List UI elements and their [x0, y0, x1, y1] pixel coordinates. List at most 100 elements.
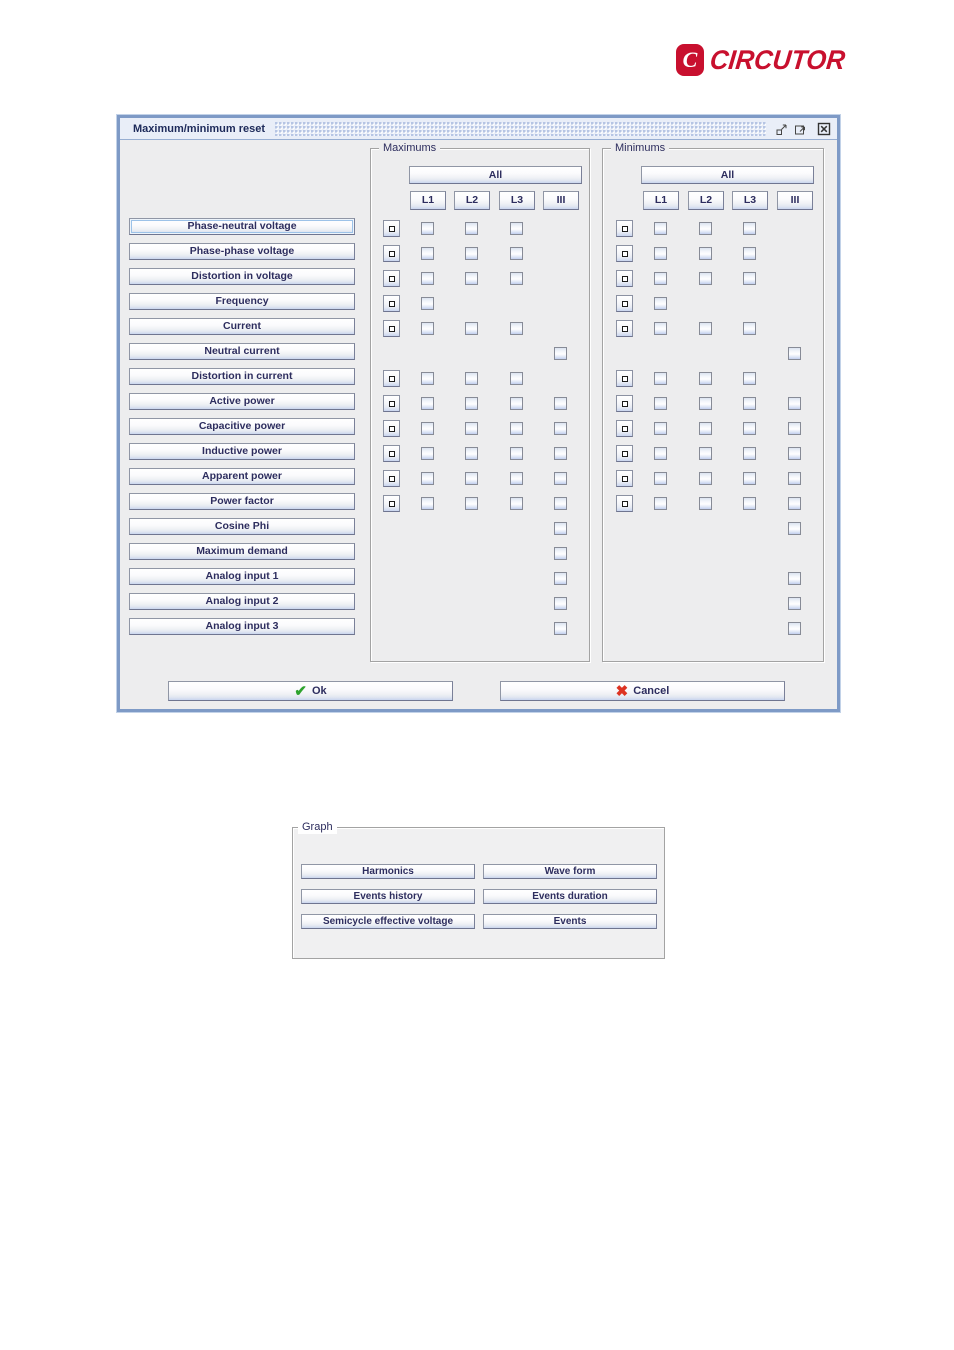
maximums-checkbox-l2-inductive-power[interactable] [465, 447, 478, 460]
maximums-reset-button-power-factor[interactable] [383, 495, 400, 512]
maximums-col-l2-button[interactable]: L2 [454, 191, 490, 210]
minimums-checkbox-iii-capacitive-power[interactable] [788, 422, 801, 435]
minimums-checkbox-iii-apparent-power[interactable] [788, 472, 801, 485]
maximums-reset-button-frequency[interactable] [383, 295, 400, 312]
param-button-analog-input-2[interactable]: Analog input 2 [129, 593, 355, 610]
maximums-checkbox-l1-phase-phase-voltage[interactable] [421, 247, 434, 260]
minimums-col-l3-button[interactable]: L3 [732, 191, 768, 210]
minimums-checkbox-iii-inductive-power[interactable] [788, 447, 801, 460]
maximums-reset-button-active-power[interactable] [383, 395, 400, 412]
maximums-all-button[interactable]: All [409, 166, 582, 184]
maximums-checkbox-l1-distortion-in-current[interactable] [421, 372, 434, 385]
param-button-phase-phase-voltage[interactable]: Phase-phase voltage [129, 243, 355, 260]
graph-button-wave-form[interactable]: Wave form [483, 864, 657, 879]
maximums-checkbox-l3-capacitive-power[interactable] [510, 422, 523, 435]
param-button-cosine-phi[interactable]: Cosine Phi [129, 518, 355, 535]
minimums-checkbox-iii-analog-input-3[interactable] [788, 622, 801, 635]
minimums-checkbox-l1-apparent-power[interactable] [654, 472, 667, 485]
minimums-checkbox-l1-inductive-power[interactable] [654, 447, 667, 460]
maximums-checkbox-iii-analog-input-2[interactable] [554, 597, 567, 610]
minimums-checkbox-iii-power-factor[interactable] [788, 497, 801, 510]
maximums-checkbox-l2-current[interactable] [465, 322, 478, 335]
param-button-apparent-power[interactable]: Apparent power [129, 468, 355, 485]
maximums-checkbox-l3-phase-phase-voltage[interactable] [510, 247, 523, 260]
minimums-reset-button-active-power[interactable] [616, 395, 633, 412]
dialog-titlebar[interactable]: Maximum/minimum reset [120, 118, 837, 140]
minimums-checkbox-l3-capacitive-power[interactable] [743, 422, 756, 435]
minimums-checkbox-l3-current[interactable] [743, 322, 756, 335]
minimums-col-l1-button[interactable]: L1 [643, 191, 679, 210]
maximums-checkbox-l2-phase-phase-voltage[interactable] [465, 247, 478, 260]
graph-button-events[interactable]: Events [483, 914, 657, 929]
maximums-col-iii-button[interactable]: III [543, 191, 579, 210]
minimums-checkbox-l3-phase-phase-voltage[interactable] [743, 247, 756, 260]
maximums-checkbox-l2-distortion-in-voltage[interactable] [465, 272, 478, 285]
minimums-checkbox-l2-inductive-power[interactable] [699, 447, 712, 460]
minimums-checkbox-l2-active-power[interactable] [699, 397, 712, 410]
maximums-checkbox-l3-active-power[interactable] [510, 397, 523, 410]
maximums-checkbox-l3-distortion-in-voltage[interactable] [510, 272, 523, 285]
maximums-checkbox-iii-cosine-phi[interactable] [554, 522, 567, 535]
minimums-checkbox-iii-analog-input-1[interactable] [788, 572, 801, 585]
maximums-checkbox-l3-distortion-in-current[interactable] [510, 372, 523, 385]
maximums-checkbox-l3-current[interactable] [510, 322, 523, 335]
graph-button-semicycle-effective-voltage[interactable]: Semicycle effective voltage [301, 914, 475, 929]
minimums-checkbox-l3-active-power[interactable] [743, 397, 756, 410]
minimums-checkbox-l1-distortion-in-voltage[interactable] [654, 272, 667, 285]
minimums-checkbox-l1-capacitive-power[interactable] [654, 422, 667, 435]
maximums-checkbox-l3-phase-neutral-voltage[interactable] [510, 222, 523, 235]
maximums-reset-button-inductive-power[interactable] [383, 445, 400, 462]
maximums-reset-button-capacitive-power[interactable] [383, 420, 400, 437]
minimums-checkbox-l1-phase-phase-voltage[interactable] [654, 247, 667, 260]
maximums-checkbox-l2-distortion-in-current[interactable] [465, 372, 478, 385]
minimums-checkbox-l2-phase-neutral-voltage[interactable] [699, 222, 712, 235]
minimums-col-iii-button[interactable]: III [777, 191, 813, 210]
minimums-checkbox-l1-phase-neutral-voltage[interactable] [654, 222, 667, 235]
param-button-distortion-in-voltage[interactable]: Distortion in voltage [129, 268, 355, 285]
param-button-power-factor[interactable]: Power factor [129, 493, 355, 510]
maximums-checkbox-l1-distortion-in-voltage[interactable] [421, 272, 434, 285]
maximums-checkbox-iii-apparent-power[interactable] [554, 472, 567, 485]
maximums-checkbox-iii-active-power[interactable] [554, 397, 567, 410]
maximums-reset-button-distortion-in-current[interactable] [383, 370, 400, 387]
maximums-checkbox-l1-power-factor[interactable] [421, 497, 434, 510]
maximums-checkbox-l1-active-power[interactable] [421, 397, 434, 410]
minimums-checkbox-l3-apparent-power[interactable] [743, 472, 756, 485]
maximize-icon[interactable] [792, 121, 808, 137]
graph-button-events-duration[interactable]: Events duration [483, 889, 657, 904]
minimums-reset-button-distortion-in-current[interactable] [616, 370, 633, 387]
minimums-checkbox-l3-phase-neutral-voltage[interactable] [743, 222, 756, 235]
maximums-checkbox-iii-neutral-current[interactable] [554, 347, 567, 360]
close-icon[interactable] [816, 121, 832, 137]
param-button-maximum-demand[interactable]: Maximum demand [129, 543, 355, 560]
param-button-active-power[interactable]: Active power [129, 393, 355, 410]
maximums-checkbox-iii-analog-input-1[interactable] [554, 572, 567, 585]
maximums-checkbox-l2-active-power[interactable] [465, 397, 478, 410]
minimums-reset-button-current[interactable] [616, 320, 633, 337]
maximums-reset-button-distortion-in-voltage[interactable] [383, 270, 400, 287]
maximums-checkbox-l3-inductive-power[interactable] [510, 447, 523, 460]
maximums-checkbox-l1-current[interactable] [421, 322, 434, 335]
maximums-checkbox-l2-apparent-power[interactable] [465, 472, 478, 485]
maximums-reset-button-phase-neutral-voltage[interactable] [383, 220, 400, 237]
maximums-checkbox-l3-apparent-power[interactable] [510, 472, 523, 485]
minimums-checkbox-l3-distortion-in-voltage[interactable] [743, 272, 756, 285]
maximums-checkbox-l1-frequency[interactable] [421, 297, 434, 310]
maximums-checkbox-l3-power-factor[interactable] [510, 497, 523, 510]
maximums-checkbox-l1-capacitive-power[interactable] [421, 422, 434, 435]
ok-button[interactable]: ✔ Ok [168, 681, 453, 701]
minimums-reset-button-phase-neutral-voltage[interactable] [616, 220, 633, 237]
minimums-checkbox-l1-active-power[interactable] [654, 397, 667, 410]
minimums-checkbox-l1-distortion-in-current[interactable] [654, 372, 667, 385]
minimums-checkbox-l2-capacitive-power[interactable] [699, 422, 712, 435]
param-button-distortion-in-current[interactable]: Distortion in current [129, 368, 355, 385]
minimums-all-button[interactable]: All [641, 166, 814, 184]
param-button-neutral-current[interactable]: Neutral current [129, 343, 355, 360]
maximums-checkbox-iii-analog-input-3[interactable] [554, 622, 567, 635]
maximums-reset-button-apparent-power[interactable] [383, 470, 400, 487]
maximums-checkbox-l2-phase-neutral-voltage[interactable] [465, 222, 478, 235]
minimums-checkbox-l2-apparent-power[interactable] [699, 472, 712, 485]
maximums-checkbox-l1-inductive-power[interactable] [421, 447, 434, 460]
minimums-reset-button-inductive-power[interactable] [616, 445, 633, 462]
minimums-checkbox-l3-inductive-power[interactable] [743, 447, 756, 460]
